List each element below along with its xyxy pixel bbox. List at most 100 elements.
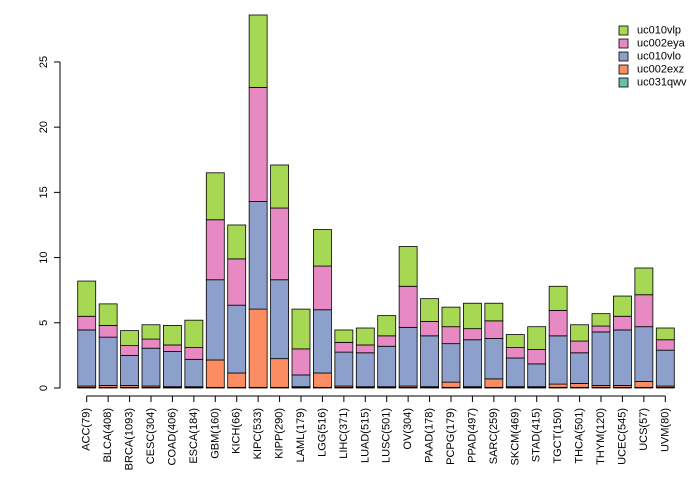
bar-segment <box>548 335 568 385</box>
bar-segment <box>591 331 611 386</box>
bar-segment <box>441 306 461 328</box>
bar-segment <box>313 372 332 388</box>
x-tick-label: UCEC(545) <box>616 408 628 465</box>
bar-segment <box>98 336 118 386</box>
bar-stack <box>184 319 204 389</box>
bar-segment <box>398 246 418 287</box>
x-tick-label: SARC(259) <box>488 408 500 464</box>
bar-segment <box>613 295 632 317</box>
bar-segment <box>270 164 289 209</box>
bar-segment <box>205 219 225 281</box>
bar-segment <box>527 326 547 350</box>
bar-segment <box>463 328 482 341</box>
x-tick-label: KIPP(290) <box>274 408 286 459</box>
x-tick-label: TGCT(150) <box>552 408 564 464</box>
bar-stack <box>484 302 504 389</box>
bar-segment <box>484 320 504 339</box>
legend-item: uc002exz <box>618 64 684 76</box>
bar-segment <box>205 359 225 388</box>
bar-stack <box>441 306 461 389</box>
bar-stack <box>591 313 611 389</box>
x-tick-label: COAD(406) <box>166 408 178 465</box>
legend-label: uc031qwv <box>637 77 687 89</box>
x-axis: ACC(79) BLCA(408) BRCA(1093) CESC(304) COAD(… <box>81 395 671 470</box>
bar-segment <box>270 207 289 281</box>
x-tick-label: LGG(516) <box>316 408 328 457</box>
legend-item: uc010vlp <box>618 25 681 37</box>
bar-segment <box>205 172 225 221</box>
bar-stack <box>313 229 332 389</box>
bar-segment <box>527 349 547 365</box>
bar-stack <box>120 330 139 389</box>
x-tick-label: ESCA(184) <box>188 408 200 464</box>
bar-segment <box>463 339 482 388</box>
bar-stack <box>227 224 247 389</box>
bar-segment <box>377 315 397 337</box>
bar-stack <box>291 308 311 389</box>
bar-stack <box>270 164 289 389</box>
bar-segment <box>655 327 675 341</box>
bar-segment <box>98 303 118 326</box>
bar-segment <box>98 324 118 338</box>
bar-stack <box>205 172 225 389</box>
bar-segment <box>570 383 589 388</box>
bar-segment <box>548 285 568 311</box>
bar-segment <box>355 327 375 346</box>
bar-stack <box>505 334 525 389</box>
x-tick-label: LIHC(371) <box>338 408 350 459</box>
bar-segment <box>355 344 375 354</box>
bar-stack <box>570 324 589 389</box>
bar-segment <box>227 304 247 374</box>
bar-segment <box>313 309 332 374</box>
bar-segment <box>505 357 525 388</box>
y-tick-label: 15 <box>38 186 50 198</box>
y-axis: 0 5 10 15 20 25 <box>38 56 61 391</box>
bar-segment <box>420 321 439 337</box>
x-tick-label: CESC(304) <box>145 408 157 464</box>
bar-segment <box>248 86 268 202</box>
bar-segment <box>120 330 139 347</box>
bar-segment <box>248 201 268 310</box>
x-tick-label: THYM(120) <box>595 408 607 465</box>
bar-segment <box>634 267 654 296</box>
x-tick-label: PPAD(497) <box>466 408 478 463</box>
bar-segment <box>120 354 139 386</box>
bar-stack <box>334 329 354 389</box>
bar-segment <box>163 351 182 388</box>
y-tick-label: 20 <box>38 121 50 133</box>
bar-stack <box>377 315 397 389</box>
bar-segment <box>591 313 611 327</box>
bar-segment <box>570 352 589 384</box>
bar-segment <box>484 302 504 322</box>
bar-segment <box>613 329 632 386</box>
bar-stack <box>77 280 97 389</box>
bar-segment <box>484 338 504 380</box>
x-tick-label: THCA(501) <box>574 408 586 464</box>
bar-stack <box>548 285 568 389</box>
bar-segment <box>655 339 675 351</box>
x-tick-label: PCPG(179) <box>445 408 457 465</box>
bar-segment <box>291 374 311 388</box>
y-tick-label: 5 <box>38 320 50 326</box>
bar-segment <box>184 358 204 388</box>
bar-segment <box>334 351 354 387</box>
bar-segment <box>355 352 375 388</box>
bar-segment <box>377 345 397 388</box>
legend-label: uc002eya <box>637 38 686 50</box>
bar-segment <box>334 329 354 343</box>
bars <box>77 14 675 389</box>
bar-segment <box>77 329 97 387</box>
bar-stack <box>141 324 161 389</box>
x-tick-label: OV(304) <box>402 408 414 450</box>
bar-segment <box>377 335 397 347</box>
bar-segment <box>505 347 525 359</box>
bar-stack <box>527 326 547 389</box>
x-tick-label: SKCM(469) <box>509 408 521 465</box>
bar-segment <box>655 349 675 387</box>
bar-segment <box>141 338 161 349</box>
x-tick-label: STAD(415) <box>531 408 543 462</box>
bar-segment <box>505 334 525 348</box>
bar-stack <box>420 298 439 389</box>
